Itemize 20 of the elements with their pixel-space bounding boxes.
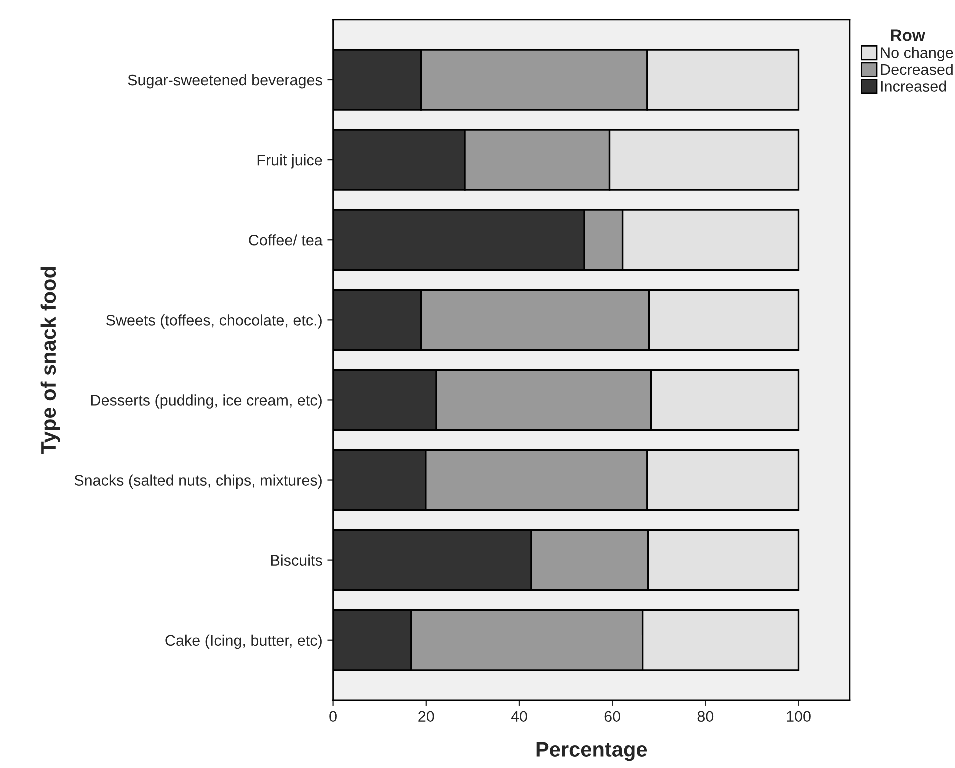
- legend-title: Row: [891, 30, 926, 42]
- y-tick-label: Snacks (salted nuts, chips, mixtures): [74, 474, 322, 489]
- y-tick-label: Sweets (toffees, chocolate, etc.): [106, 314, 322, 329]
- y-tick-label: Sugar-sweetened beverages: [128, 74, 322, 89]
- y-tick-label: Fruit juice: [258, 154, 322, 169]
- legend-label: Increased: [881, 80, 946, 92]
- legend-label: Decreased: [881, 64, 953, 76]
- y-tick-label: Desserts (pudding, ice cream, etc): [91, 394, 322, 409]
- legend-label: No change: [881, 47, 954, 62]
- x-tick-label: 0: [330, 711, 337, 722]
- y-tick-label: Coffee/ tea: [249, 234, 323, 246]
- x-axis-title: Percentage: [536, 742, 648, 762]
- y-tick-label: Biscuits: [271, 554, 322, 566]
- x-tick-label: 60: [604, 711, 620, 722]
- x-tick-label: 100: [787, 711, 811, 722]
- x-tick-label: 40: [511, 711, 528, 722]
- y-tick-label: Cake (Icing, butter, etc): [166, 634, 322, 650]
- x-tick-label: 80: [698, 711, 714, 722]
- x-tick-label: 20: [418, 711, 434, 722]
- y-axis-title: Type of snack food: [40, 267, 60, 454]
